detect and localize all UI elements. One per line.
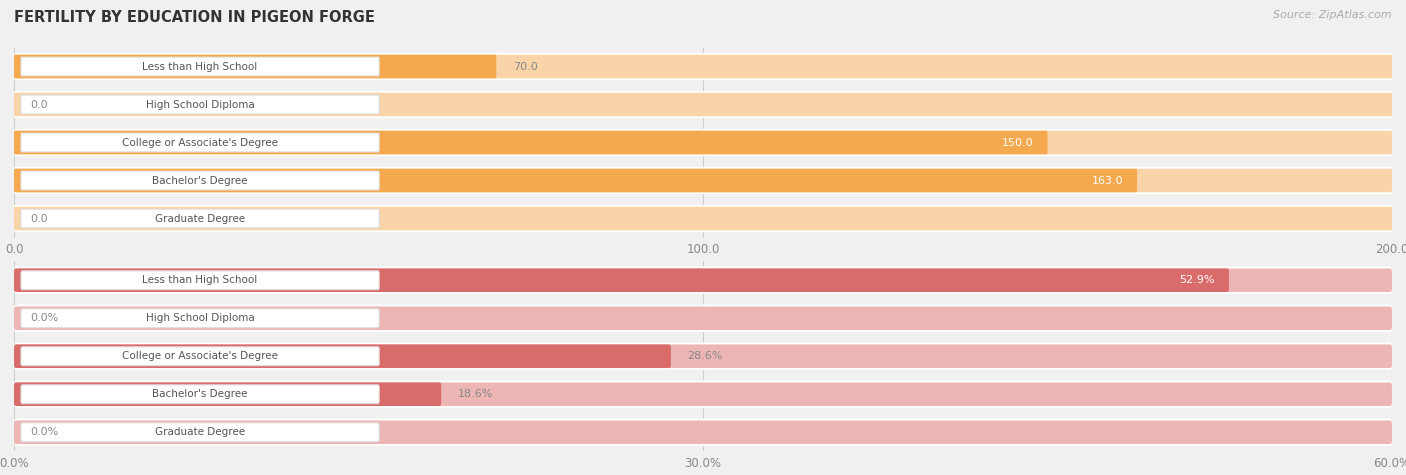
FancyBboxPatch shape	[14, 205, 1392, 232]
Text: High School Diploma: High School Diploma	[146, 99, 254, 110]
Text: 163.0: 163.0	[1091, 175, 1123, 186]
FancyBboxPatch shape	[14, 169, 1137, 192]
FancyBboxPatch shape	[14, 93, 1392, 116]
Text: 0.0%: 0.0%	[31, 313, 59, 323]
FancyBboxPatch shape	[14, 129, 1392, 156]
FancyBboxPatch shape	[14, 342, 1392, 370]
FancyBboxPatch shape	[14, 268, 1229, 292]
FancyBboxPatch shape	[14, 91, 1392, 118]
FancyBboxPatch shape	[14, 131, 1047, 154]
Text: Graduate Degree: Graduate Degree	[155, 213, 245, 224]
FancyBboxPatch shape	[21, 171, 380, 190]
FancyBboxPatch shape	[14, 380, 1392, 408]
FancyBboxPatch shape	[14, 420, 1392, 444]
FancyBboxPatch shape	[14, 418, 1392, 446]
Text: 52.9%: 52.9%	[1180, 275, 1215, 285]
FancyBboxPatch shape	[21, 57, 380, 76]
Text: Less than High School: Less than High School	[142, 61, 257, 72]
Text: Bachelor's Degree: Bachelor's Degree	[152, 389, 247, 399]
Text: 28.6%: 28.6%	[688, 351, 723, 361]
Text: FERTILITY BY EDUCATION IN PIGEON FORGE: FERTILITY BY EDUCATION IN PIGEON FORGE	[14, 10, 375, 25]
FancyBboxPatch shape	[21, 209, 380, 228]
FancyBboxPatch shape	[14, 55, 496, 78]
FancyBboxPatch shape	[21, 271, 380, 290]
FancyBboxPatch shape	[14, 304, 1392, 332]
Text: 0.0: 0.0	[31, 213, 48, 224]
FancyBboxPatch shape	[21, 423, 380, 442]
Text: Graduate Degree: Graduate Degree	[155, 427, 245, 437]
FancyBboxPatch shape	[21, 133, 380, 152]
FancyBboxPatch shape	[14, 167, 1392, 194]
Text: 150.0: 150.0	[1002, 137, 1033, 148]
FancyBboxPatch shape	[14, 268, 1392, 292]
FancyBboxPatch shape	[14, 266, 1392, 294]
Text: 70.0: 70.0	[513, 61, 537, 72]
FancyBboxPatch shape	[21, 95, 380, 114]
Text: 0.0%: 0.0%	[31, 427, 59, 437]
Text: College or Associate's Degree: College or Associate's Degree	[122, 351, 278, 361]
Text: High School Diploma: High School Diploma	[146, 313, 254, 323]
FancyBboxPatch shape	[14, 344, 671, 368]
FancyBboxPatch shape	[14, 131, 1392, 154]
Text: 18.6%: 18.6%	[458, 389, 494, 399]
FancyBboxPatch shape	[21, 309, 380, 328]
Text: 0.0: 0.0	[31, 99, 48, 110]
FancyBboxPatch shape	[14, 382, 1392, 406]
FancyBboxPatch shape	[14, 53, 1392, 80]
FancyBboxPatch shape	[14, 382, 441, 406]
FancyBboxPatch shape	[21, 385, 380, 404]
Text: Less than High School: Less than High School	[142, 275, 257, 285]
Text: College or Associate's Degree: College or Associate's Degree	[122, 137, 278, 148]
FancyBboxPatch shape	[14, 207, 1392, 230]
Text: Source: ZipAtlas.com: Source: ZipAtlas.com	[1274, 10, 1392, 19]
FancyBboxPatch shape	[14, 344, 1392, 368]
FancyBboxPatch shape	[14, 306, 1392, 330]
FancyBboxPatch shape	[14, 169, 1392, 192]
FancyBboxPatch shape	[14, 55, 1392, 78]
FancyBboxPatch shape	[21, 347, 380, 366]
Text: Bachelor's Degree: Bachelor's Degree	[152, 175, 247, 186]
